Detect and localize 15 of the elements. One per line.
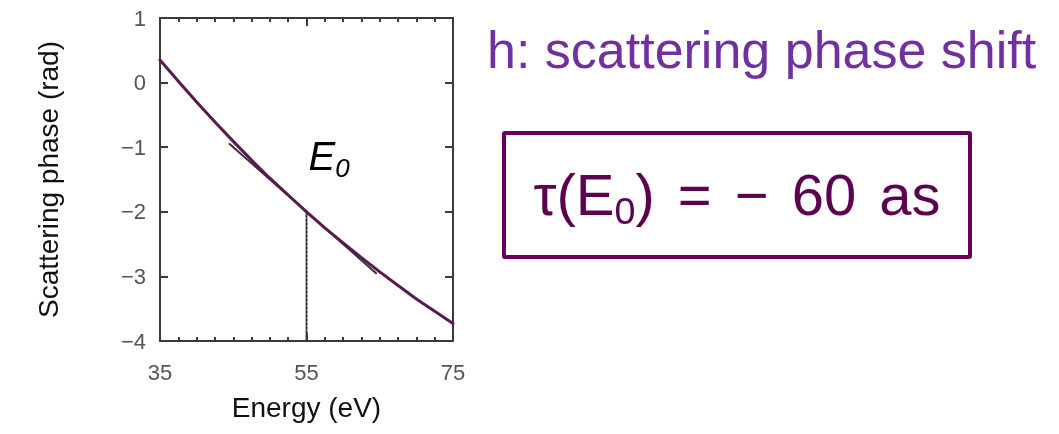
x-tick-label: 75: [440, 359, 466, 385]
annotation: E$_{0}$: [308, 133, 350, 183]
y-axis-title: Scattering phase (rad): [32, 40, 64, 319]
y-tick-label: −2: [120, 199, 146, 225]
line-series: [158, 58, 455, 326]
y-tick-label: −3: [120, 263, 146, 289]
y-tick-label: 1: [133, 5, 146, 31]
y-tick-label: −1: [120, 134, 146, 160]
y-tick-label: −4: [120, 328, 146, 354]
x-tick-label: 55: [294, 359, 319, 385]
outline-frame: τ(E$_{0}$) = − 60 as: [502, 131, 972, 259]
x-axis-title: Energy (eV): [231, 391, 382, 423]
text: h: scattering phase shift: [487, 21, 1037, 79]
y-tick-label: 0: [133, 70, 146, 96]
x-tick-label: 35: [147, 359, 173, 385]
